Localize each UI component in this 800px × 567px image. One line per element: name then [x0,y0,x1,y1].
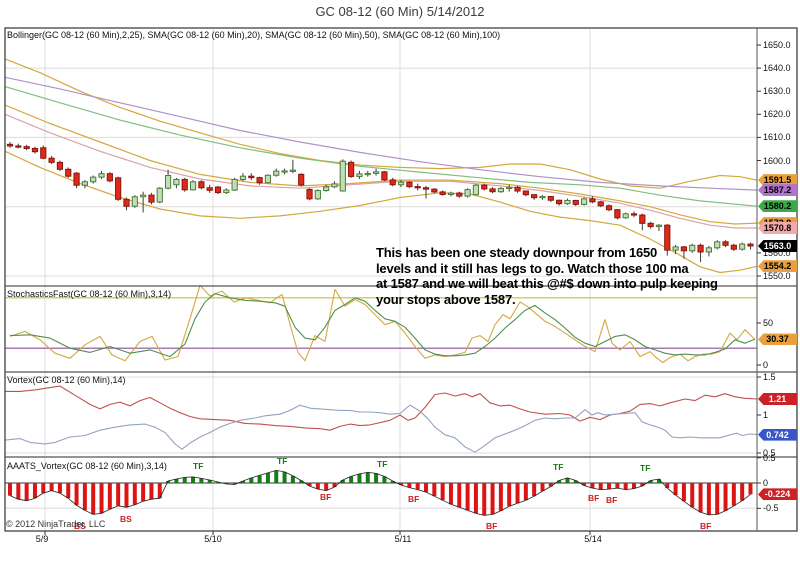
aaats-panel-indicator-label: AAATS_Vortex(GC 08-12 (60 Min),3,14) [7,461,167,471]
stochastics-panel-indicator-label: StochasticsFast(GC 08-12 (60 Min),3,14) [7,289,172,299]
annotation-line: levels and it still has legs to go. Watc… [376,260,689,276]
price-panel-indicator-label: Bollinger(GC 08-12 (60 Min),2,25), SMA(G… [7,30,501,40]
annotation-line: your stops above 1587. [376,291,516,307]
vortex-panel-indicator-label: Vortex(GC 08-12 (60 Min),14) [7,375,126,385]
chart-title: GC 08-12 (60 Min) 5/14/2012 [315,4,485,19]
trader-annotation[interactable]: This has been one steady downpour from 1… [376,245,771,307]
annotation-line: This has been one steady downpour from 1… [376,245,658,260]
annotation-line: at 1587 and we will beat this @#$ down i… [376,276,718,291]
copyright-label: © 2012 NinjaTrader, LLC [6,519,106,529]
